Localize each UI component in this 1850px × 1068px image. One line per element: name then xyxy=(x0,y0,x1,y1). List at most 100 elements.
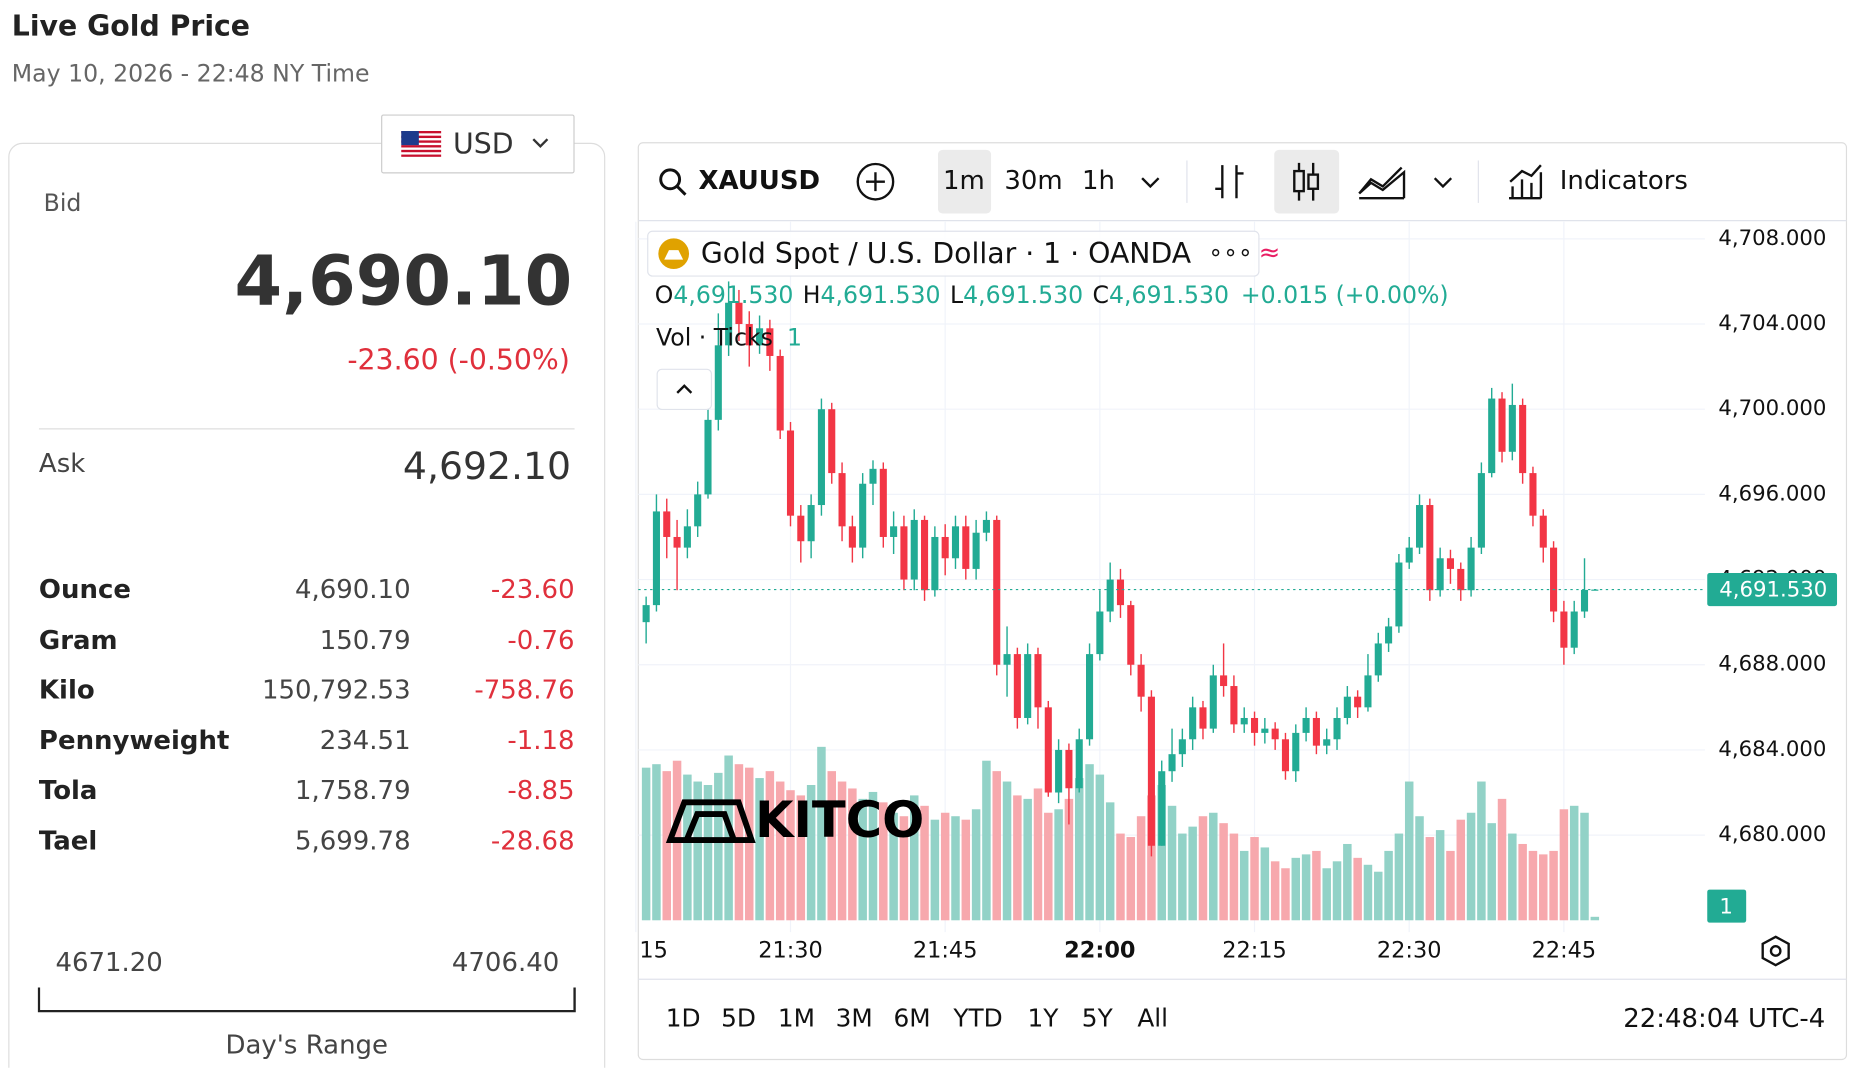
range-button[interactable]: 1M xyxy=(778,1003,815,1032)
volume-bar xyxy=(858,798,867,921)
unit-price: 150,792.53 xyxy=(261,676,411,706)
unit-name: Ounce xyxy=(38,575,131,606)
x-tick-label: 21:45 xyxy=(913,937,978,963)
candle-body xyxy=(1240,717,1248,725)
candle-body xyxy=(1385,626,1393,644)
candle-body xyxy=(1415,505,1424,548)
volume-bar xyxy=(837,781,847,921)
us-flag xyxy=(401,130,442,157)
unit-name: Gram xyxy=(38,625,118,656)
candle-body xyxy=(1488,398,1496,474)
price-label: 4,691.530 xyxy=(1719,578,1827,603)
indicators-icon[interactable] xyxy=(1509,164,1543,200)
candle-body xyxy=(1323,739,1331,746)
volume-bar xyxy=(1116,833,1125,921)
candle-body xyxy=(1127,605,1135,665)
page-title: Live Gold Price xyxy=(11,9,251,43)
volume-bar xyxy=(920,805,929,921)
volume-bar xyxy=(1270,861,1280,921)
volume-bar xyxy=(1281,868,1290,921)
candle-body xyxy=(652,511,660,606)
unit-price: 5,699.78 xyxy=(294,826,411,856)
range-button[interactable]: All xyxy=(1137,1003,1168,1032)
candle-body xyxy=(879,468,887,537)
volume-bar xyxy=(1394,833,1404,921)
unit-change: -758.76 xyxy=(474,676,575,706)
compare-button[interactable] xyxy=(856,162,895,201)
range-low: 4671.20 xyxy=(55,948,163,979)
candle-body xyxy=(1065,749,1073,789)
volume-bar xyxy=(1157,785,1166,921)
volume-bar xyxy=(693,781,702,921)
candle-body xyxy=(766,328,774,356)
area-button[interactable] xyxy=(1358,166,1406,200)
candle-body xyxy=(972,532,980,569)
settings-button[interactable] xyxy=(1761,935,1790,967)
currency-select[interactable]: USD xyxy=(381,114,575,174)
volume-bar xyxy=(1044,812,1053,921)
candle-body xyxy=(1199,707,1207,729)
candle-body xyxy=(1230,686,1238,725)
chevron xyxy=(532,138,549,148)
search-button[interactable]: XAUUSD xyxy=(659,166,820,196)
range-button[interactable]: 1D xyxy=(666,1003,701,1032)
indicators-button[interactable]: Indicators xyxy=(1560,166,1688,196)
candles-icon xyxy=(1293,169,1305,193)
volume-bar xyxy=(1353,857,1362,921)
candle-body xyxy=(1529,473,1537,516)
candle-body xyxy=(776,355,784,431)
volume-bar xyxy=(806,785,816,921)
chart-type-menu[interactable] xyxy=(1433,177,1453,189)
chart-panel xyxy=(637,142,1848,1061)
volume-bar xyxy=(1446,850,1455,921)
candle-body xyxy=(694,494,702,527)
range-button[interactable]: YTD xyxy=(952,1003,1002,1032)
volume-bar xyxy=(1301,854,1311,921)
range-button[interactable]: 1Y xyxy=(1028,1003,1060,1032)
candle-body xyxy=(1055,749,1063,793)
interval[interactable]: 1m xyxy=(943,166,985,196)
candle-body xyxy=(951,526,960,559)
interval[interactable]: 30m xyxy=(1004,166,1062,196)
candle-body xyxy=(1560,611,1568,648)
volume-bar xyxy=(1085,764,1094,921)
volume-bar xyxy=(1569,805,1579,921)
x-tick-label: 22:15 xyxy=(1222,937,1287,963)
range-button[interactable]: 5Y xyxy=(1082,1003,1114,1032)
candle-body xyxy=(1209,675,1217,729)
candle-body xyxy=(1374,643,1382,676)
volume-bar xyxy=(1549,850,1558,921)
interval-menu[interactable] xyxy=(1141,177,1160,189)
volume-bar xyxy=(775,781,785,921)
volume-bar xyxy=(1229,833,1239,921)
bid-label: Bid xyxy=(43,188,82,218)
bars-button[interactable] xyxy=(1215,165,1244,199)
volume-bar xyxy=(1105,802,1115,921)
volume-bar xyxy=(909,795,919,921)
volume-bar xyxy=(1167,805,1177,921)
candle-body xyxy=(1426,505,1434,591)
volume-bar xyxy=(1343,843,1352,921)
range-button[interactable]: 5D xyxy=(721,1003,756,1032)
legend-more[interactable]: ∘∘∘ xyxy=(1208,238,1252,266)
interval[interactable]: 1h xyxy=(1082,166,1115,196)
candle-body xyxy=(1539,515,1547,548)
volume-bar xyxy=(1590,916,1600,921)
kitco-logo: KITCO xyxy=(665,791,924,849)
settings-icon xyxy=(1769,945,1782,957)
candle-body xyxy=(1508,404,1516,452)
volume-bar xyxy=(786,790,795,921)
candle-body xyxy=(1158,771,1166,846)
range-button[interactable]: 6M xyxy=(893,1003,930,1032)
y-tick-label: 4,684.000 xyxy=(1718,737,1826,762)
candle-body xyxy=(1261,728,1269,733)
volume-bar xyxy=(1477,781,1486,921)
candle-body xyxy=(1354,696,1362,708)
range-button[interactable]: 3M xyxy=(836,1003,873,1032)
y-tick-label: 4,696.000 xyxy=(1718,481,1826,506)
collapse-legend[interactable] xyxy=(656,368,713,410)
volume-bar xyxy=(1219,823,1228,921)
volume-bar xyxy=(1178,833,1187,921)
candle-body xyxy=(807,505,815,542)
